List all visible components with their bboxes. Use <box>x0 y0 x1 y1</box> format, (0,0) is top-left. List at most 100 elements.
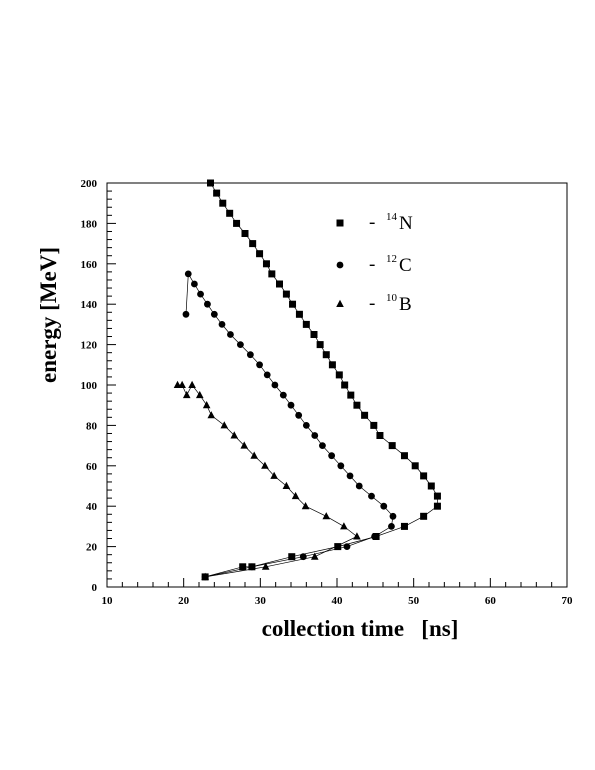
data-point <box>337 462 345 470</box>
data-point <box>433 492 441 500</box>
data-point <box>263 371 271 379</box>
data-point <box>334 543 342 551</box>
data-point <box>411 462 419 470</box>
data-point <box>302 320 310 328</box>
data-point <box>220 421 229 429</box>
data-point <box>268 270 276 278</box>
data-point <box>316 341 324 349</box>
series-line <box>177 384 358 578</box>
data-point <box>262 260 270 268</box>
x-tick-label: 30 <box>255 595 267 607</box>
data-point <box>322 512 331 520</box>
x-tick-label: 40 <box>332 595 344 607</box>
y-tick-label: 40 <box>86 501 98 513</box>
legend-mass-number: 10 <box>386 292 398 304</box>
data-point <box>279 391 287 399</box>
y-tick-label: 180 <box>81 218 98 230</box>
data-point <box>288 553 296 561</box>
y-tick-label: 120 <box>81 340 98 352</box>
data-point <box>433 502 441 510</box>
data-point <box>195 390 204 399</box>
data-point <box>213 189 221 197</box>
data-point <box>184 270 192 278</box>
data-point <box>226 209 234 217</box>
data-point <box>261 562 270 570</box>
data-point <box>233 219 241 227</box>
data-point <box>328 361 336 369</box>
data-point <box>204 300 211 308</box>
data-point <box>343 543 351 550</box>
data-point <box>370 421 378 429</box>
data-point <box>347 391 355 399</box>
data-point <box>201 572 209 580</box>
data-point <box>328 452 336 460</box>
data-point <box>282 290 290 298</box>
data-point <box>289 300 297 308</box>
data-point <box>388 442 396 450</box>
data-point <box>282 481 291 489</box>
y-tick-label: 0 <box>92 582 98 594</box>
data-point <box>388 523 395 530</box>
series-layer <box>173 179 441 581</box>
legend-element: C <box>399 255 412 276</box>
y-tick-label: 160 <box>81 259 98 271</box>
data-point <box>291 491 300 500</box>
data-point <box>420 512 428 520</box>
legend-element: B <box>399 294 412 315</box>
data-point <box>310 552 319 560</box>
series-line <box>205 182 438 578</box>
data-point <box>210 310 218 318</box>
data-point <box>239 563 247 571</box>
series-line <box>185 272 394 578</box>
data-point <box>353 532 361 540</box>
data-point <box>250 451 258 459</box>
data-point <box>207 179 214 187</box>
legend-mass-number: 14 <box>386 211 398 223</box>
data-point <box>341 381 349 389</box>
data-point <box>361 411 369 419</box>
y-axis-label: energy [MeV] <box>36 247 61 383</box>
data-point <box>240 441 249 449</box>
data-point <box>237 341 244 348</box>
legend-mass-number: 12 <box>386 253 397 265</box>
data-point <box>371 533 378 540</box>
y-tick-label: 20 <box>86 542 98 554</box>
y-tick-label: 140 <box>81 299 98 311</box>
legend-marker <box>336 261 344 269</box>
data-point <box>270 471 278 479</box>
x-tick-label: 70 <box>562 595 574 607</box>
data-point <box>380 502 388 510</box>
legend-item: -10 B <box>336 292 412 315</box>
data-point <box>302 422 310 429</box>
legend-element: N <box>399 213 413 234</box>
data-point <box>295 310 303 318</box>
y-tick-label: 100 <box>81 380 98 392</box>
data-point <box>319 442 326 449</box>
x-tick-label: 10 <box>102 595 114 607</box>
data-point <box>246 351 254 359</box>
axes: 10 20 30 40 50 60 70 0 20 40 60 80 100 120 140 160 180 20… <box>81 178 574 607</box>
data-point <box>261 461 269 469</box>
data-point <box>287 401 295 409</box>
data-point <box>197 290 204 298</box>
legend-marker <box>336 219 344 227</box>
data-point <box>188 380 196 388</box>
data-point <box>311 432 319 439</box>
data-point <box>376 432 384 439</box>
data-point <box>219 199 227 207</box>
y-tick-label: 80 <box>86 420 98 432</box>
legend-dash: - <box>369 212 375 233</box>
y-tick-label: 200 <box>81 178 98 190</box>
data-point <box>353 401 361 409</box>
data-point <box>191 280 198 288</box>
data-point <box>241 230 249 237</box>
data-point <box>182 390 191 399</box>
x-tick-label: 20 <box>178 595 190 607</box>
data-point <box>227 331 234 338</box>
data-point <box>368 492 375 500</box>
legend: -14 N- 12 C- 10 B <box>336 211 413 315</box>
series-circle <box>182 270 397 581</box>
data-point <box>295 411 303 419</box>
data-point <box>322 351 330 359</box>
